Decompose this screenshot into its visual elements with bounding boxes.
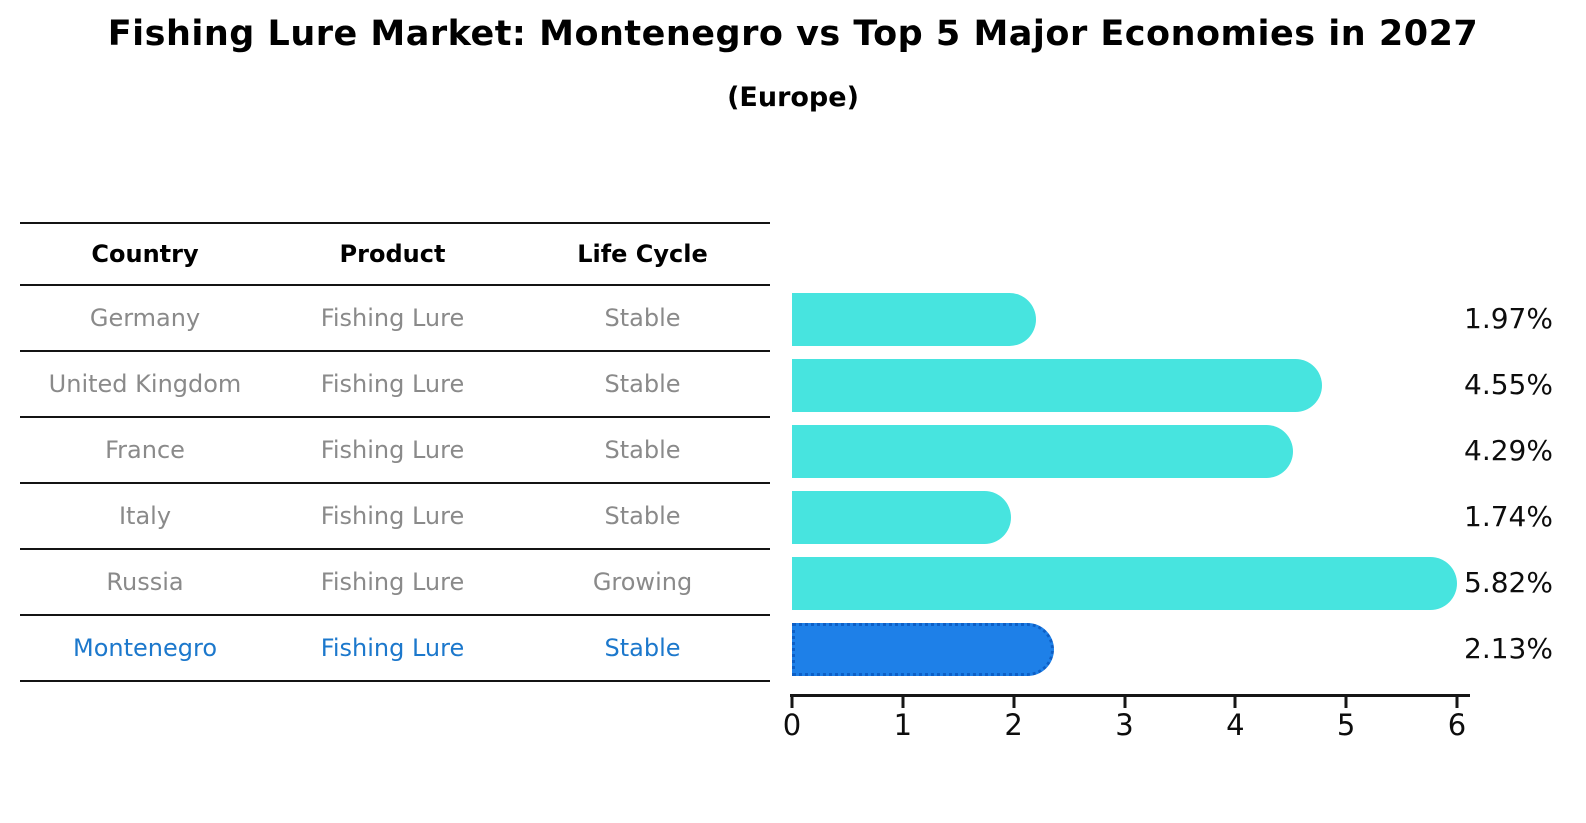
- value-label-column: 1.97% 4.55% 4.29% 1.74% 5.82% 2.13%: [1464, 286, 1584, 682]
- table-row: Italy Fishing Lure Stable: [20, 484, 770, 550]
- column-header-lifecycle: Life Cycle: [577, 240, 708, 268]
- column-header-country: Country: [91, 240, 199, 268]
- x-axis-tick-mark: [790, 697, 794, 708]
- chart-title: Fishing Lure Market: Montenegro vs Top 5…: [107, 14, 1479, 54]
- x-axis-tick-mark: [1344, 697, 1348, 708]
- x-axis-tick-mark: [1233, 697, 1237, 708]
- table-rows: Germany Fishing Lure Stable United Kingdom F…: [20, 286, 770, 682]
- bar-value-label: 2.13%: [1464, 632, 1553, 665]
- comparison-table: Country Product Life Cycle Germany Fishin…: [20, 222, 770, 682]
- bar-france: [792, 424, 1294, 478]
- x-axis-tick-label: 5: [1336, 708, 1356, 742]
- table-cell-lifecycle: Stable: [604, 502, 681, 530]
- x-axis-tick-mark: [1123, 697, 1126, 708]
- table-header-row: Country Product Life Cycle: [20, 222, 770, 286]
- table-cell-lifecycle: Growing: [592, 568, 693, 596]
- x-axis-ticks: 0 1 2 3 4 5 6: [783, 694, 1466, 754]
- x-axis-tick-label: 6: [1447, 708, 1467, 742]
- x-axis-tick-label: 3: [1115, 708, 1134, 742]
- table-cell-country: France: [105, 436, 185, 464]
- bar-germany: [792, 292, 1037, 346]
- table-cell-country: Italy: [118, 502, 172, 530]
- bar-plot-area: [792, 286, 1457, 682]
- table-cell-product: Fishing Lure: [320, 370, 465, 398]
- table-cell-lifecycle: Stable: [604, 370, 681, 398]
- table-row: Germany Fishing Lure Stable: [20, 286, 770, 352]
- table-row: Montenegro Fishing Lure Stable: [20, 616, 770, 682]
- bar-highlight-montenegro: [792, 622, 1055, 676]
- bar-slot: [792, 484, 1457, 550]
- table-cell-country: Germany: [89, 304, 201, 332]
- x-axis-tick-mark: [1455, 697, 1459, 708]
- table-cell-product: Fishing Lure: [320, 502, 465, 530]
- bar-slot: [792, 418, 1457, 484]
- x-axis-tick-label: 0: [782, 708, 802, 742]
- bar-value-label: 4.29%: [1464, 434, 1553, 467]
- table-cell-country: Russia: [106, 568, 184, 596]
- x-axis-tick-label: 4: [1226, 708, 1245, 742]
- table-row: United Kingdom Fishing Lure Stable: [20, 352, 770, 418]
- bar-value-label: 4.55%: [1464, 368, 1553, 401]
- bar-slot: [792, 616, 1457, 682]
- column-header-product: Product: [339, 240, 446, 268]
- bar-slot: [792, 550, 1457, 616]
- bar-value-label: 5.82%: [1464, 566, 1553, 599]
- chart-subtitle: (Europe): [727, 82, 859, 113]
- bar-russia: [792, 556, 1457, 610]
- table-cell-lifecycle: Stable: [604, 634, 681, 662]
- x-axis-tick-mark: [901, 697, 905, 708]
- x-axis-tick-label: 1: [893, 708, 913, 742]
- table-cell-product: Fishing Lure: [320, 568, 465, 596]
- bar-value-label: 1.74%: [1464, 500, 1553, 533]
- table-row: France Fishing Lure Stable: [20, 418, 770, 484]
- bar-slot: [792, 352, 1457, 418]
- table-row: Russia Fishing Lure Growing: [20, 550, 770, 616]
- table-cell-lifecycle: Stable: [604, 304, 681, 332]
- table-cell-country: Montenegro: [72, 634, 217, 662]
- table-cell-product: Fishing Lure: [320, 304, 465, 332]
- x-axis-tick-label: 2: [1004, 708, 1023, 742]
- bar-italy: [792, 490, 1011, 544]
- bar-slot: [792, 286, 1457, 352]
- table-cell-lifecycle: Stable: [604, 436, 681, 464]
- table-cell-product: Fishing Lure: [320, 436, 465, 464]
- x-axis-line: [790, 694, 1470, 697]
- bar-united-kingdom: [792, 358, 1323, 412]
- x-axis-tick-mark: [1012, 697, 1016, 708]
- bar-value-label: 1.97%: [1464, 302, 1553, 335]
- table-cell-country: United Kingdom: [48, 370, 242, 398]
- table-cell-product: Fishing Lure: [320, 634, 465, 662]
